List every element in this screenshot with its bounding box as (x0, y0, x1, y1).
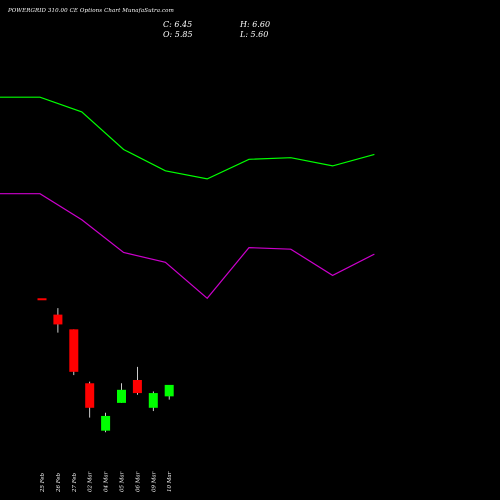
x-tick-label: 06 Mar (135, 471, 141, 492)
candle-body (148, 393, 158, 408)
x-tick-label: 26 Feb (56, 472, 62, 493)
x-tick-label: 09 Mar (151, 471, 157, 492)
open-value: O: 5.85 (163, 30, 193, 39)
x-tick-label: 02 Mar (88, 471, 94, 492)
x-tick-label: 05 Mar (120, 471, 126, 492)
candle-body (117, 389, 126, 403)
x-tick-label: 25 Feb (40, 472, 46, 493)
candle-body (53, 314, 63, 325)
close-value: C: 6.45 (163, 20, 193, 29)
candle-body (132, 380, 142, 394)
candle-body (85, 383, 95, 408)
low-value: L: 5.60 (240, 30, 269, 39)
x-tick-label: 27 Feb (72, 472, 78, 493)
x-tick-label: 04 Mar (104, 471, 110, 492)
upper-band-line (0, 96, 375, 180)
x-tick-label: 10 Mar (167, 471, 173, 492)
candle-body (164, 384, 174, 397)
chart-title: POWERGRID 310.00 CE Options Chart Munafa… (8, 8, 174, 14)
lower-band-line (0, 193, 375, 300)
high-value: H: 6.60 (240, 20, 271, 29)
candle-body (69, 329, 79, 372)
candle-body (37, 298, 47, 301)
candle-body (101, 415, 111, 431)
chart-header: POWERGRID 310.00 CE Options Chart Munafa… (8, 8, 174, 14)
